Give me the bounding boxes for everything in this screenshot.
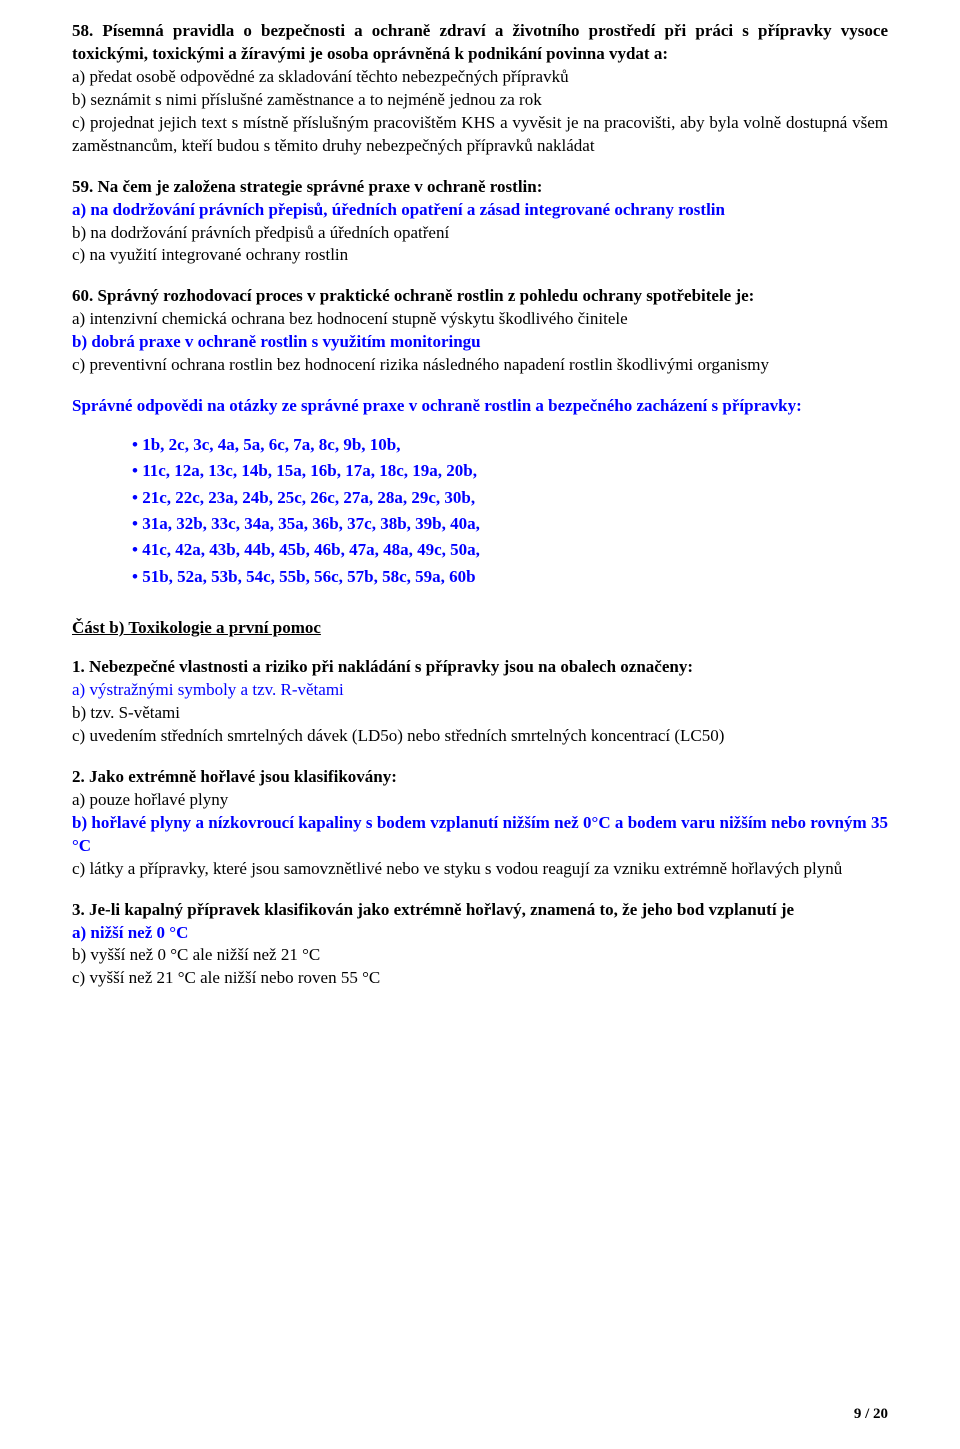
answers-line-5: 41c, 42a, 43b, 44b, 45b, 46b, 47a, 48a, … (132, 537, 888, 563)
answers-list: 1b, 2c, 3c, 4a, 5a, 6c, 7a, 8c, 9b, 10b,… (72, 432, 888, 590)
question-b3: 3. Je-li kapalný přípravek klasifikován … (72, 899, 888, 991)
answers-line-6: 51b, 52a, 53b, 54c, 55b, 56c, 57b, 58c, … (132, 564, 888, 590)
q59-title: 59. Na čem je založena strategie správné… (72, 176, 888, 199)
question-60: 60. Správný rozhodovací proces v praktic… (72, 285, 888, 377)
q3-opt-a: a) nižší než 0 °C (72, 922, 888, 945)
q58-opt-c: c) projednat jejich text s místně příslu… (72, 112, 888, 158)
answers-header: Správné odpovědi na otázky ze správné pr… (72, 395, 888, 418)
q3-opt-b: b) vyšší než 0 °C ale nižší než 21 °C (72, 944, 888, 967)
q2-opt-b: b) hořlavé plyny a nízkovroucí kapaliny … (72, 812, 888, 858)
q2-opt-c: c) látky a přípravky, které jsou samovzn… (72, 858, 888, 881)
page-number: 9 / 20 (854, 1406, 888, 1423)
answers-line-4: 31a, 32b, 33c, 34a, 35a, 36b, 37c, 38b, … (132, 511, 888, 537)
question-58: 58. Písemná pravidla o bezpečnosti a och… (72, 20, 888, 158)
question-59: 59. Na čem je založena strategie správné… (72, 176, 888, 268)
q2-title: 2. Jako extrémně hořlavé jsou klasifikov… (72, 766, 888, 789)
q1-title: 1. Nebezpečné vlastnosti a riziko při na… (72, 656, 888, 679)
q58-opt-b: b) seznámit s nimi příslušné zaměstnance… (72, 89, 888, 112)
q3-opt-c: c) vyšší než 21 °C ale nižší nebo roven … (72, 967, 888, 990)
q58-opt-a: a) předat osobě odpovědné za skladování … (72, 66, 888, 89)
q59-opt-a: a) na dodržování právních přepisů, úředn… (72, 199, 888, 222)
q60-title: 60. Správný rozhodovací proces v praktic… (72, 285, 888, 308)
q59-opt-b: b) na dodržování právních předpisů a úře… (72, 222, 888, 245)
answers-line-3: 21c, 22c, 23a, 24b, 25c, 26c, 27a, 28a, … (132, 485, 888, 511)
q1-opt-c: c) uvedením středních smrtelných dávek (… (72, 725, 888, 748)
q1-opt-a: a) výstražnými symboly a tzv. R-větami (72, 679, 888, 702)
q3-title: 3. Je-li kapalný přípravek klasifikován … (72, 899, 888, 922)
question-b1: 1. Nebezpečné vlastnosti a riziko při na… (72, 656, 888, 748)
answers-line-2: 11c, 12a, 13c, 14b, 15a, 16b, 17a, 18c, … (132, 458, 888, 484)
q1-opt-b: b) tzv. S-větami (72, 702, 888, 725)
answers-line-1: 1b, 2c, 3c, 4a, 5a, 6c, 7a, 8c, 9b, 10b, (132, 432, 888, 458)
question-b2: 2. Jako extrémně hořlavé jsou klasifikov… (72, 766, 888, 881)
q2-opt-a: a) pouze hořlavé plyny (72, 789, 888, 812)
q59-opt-c: c) na využití integrované ochrany rostli… (72, 244, 888, 267)
q60-opt-a: a) intenzivní chemická ochrana bez hodno… (72, 308, 888, 331)
q60-opt-c: c) preventivní ochrana rostlin bez hodno… (72, 354, 888, 377)
q60-opt-b: b) dobrá praxe v ochraně rostlin s využi… (72, 331, 888, 354)
section-b-heading: Část b) Toxikologie a první pomoc (72, 618, 888, 638)
q58-title: 58. Písemná pravidla o bezpečnosti a och… (72, 20, 888, 66)
